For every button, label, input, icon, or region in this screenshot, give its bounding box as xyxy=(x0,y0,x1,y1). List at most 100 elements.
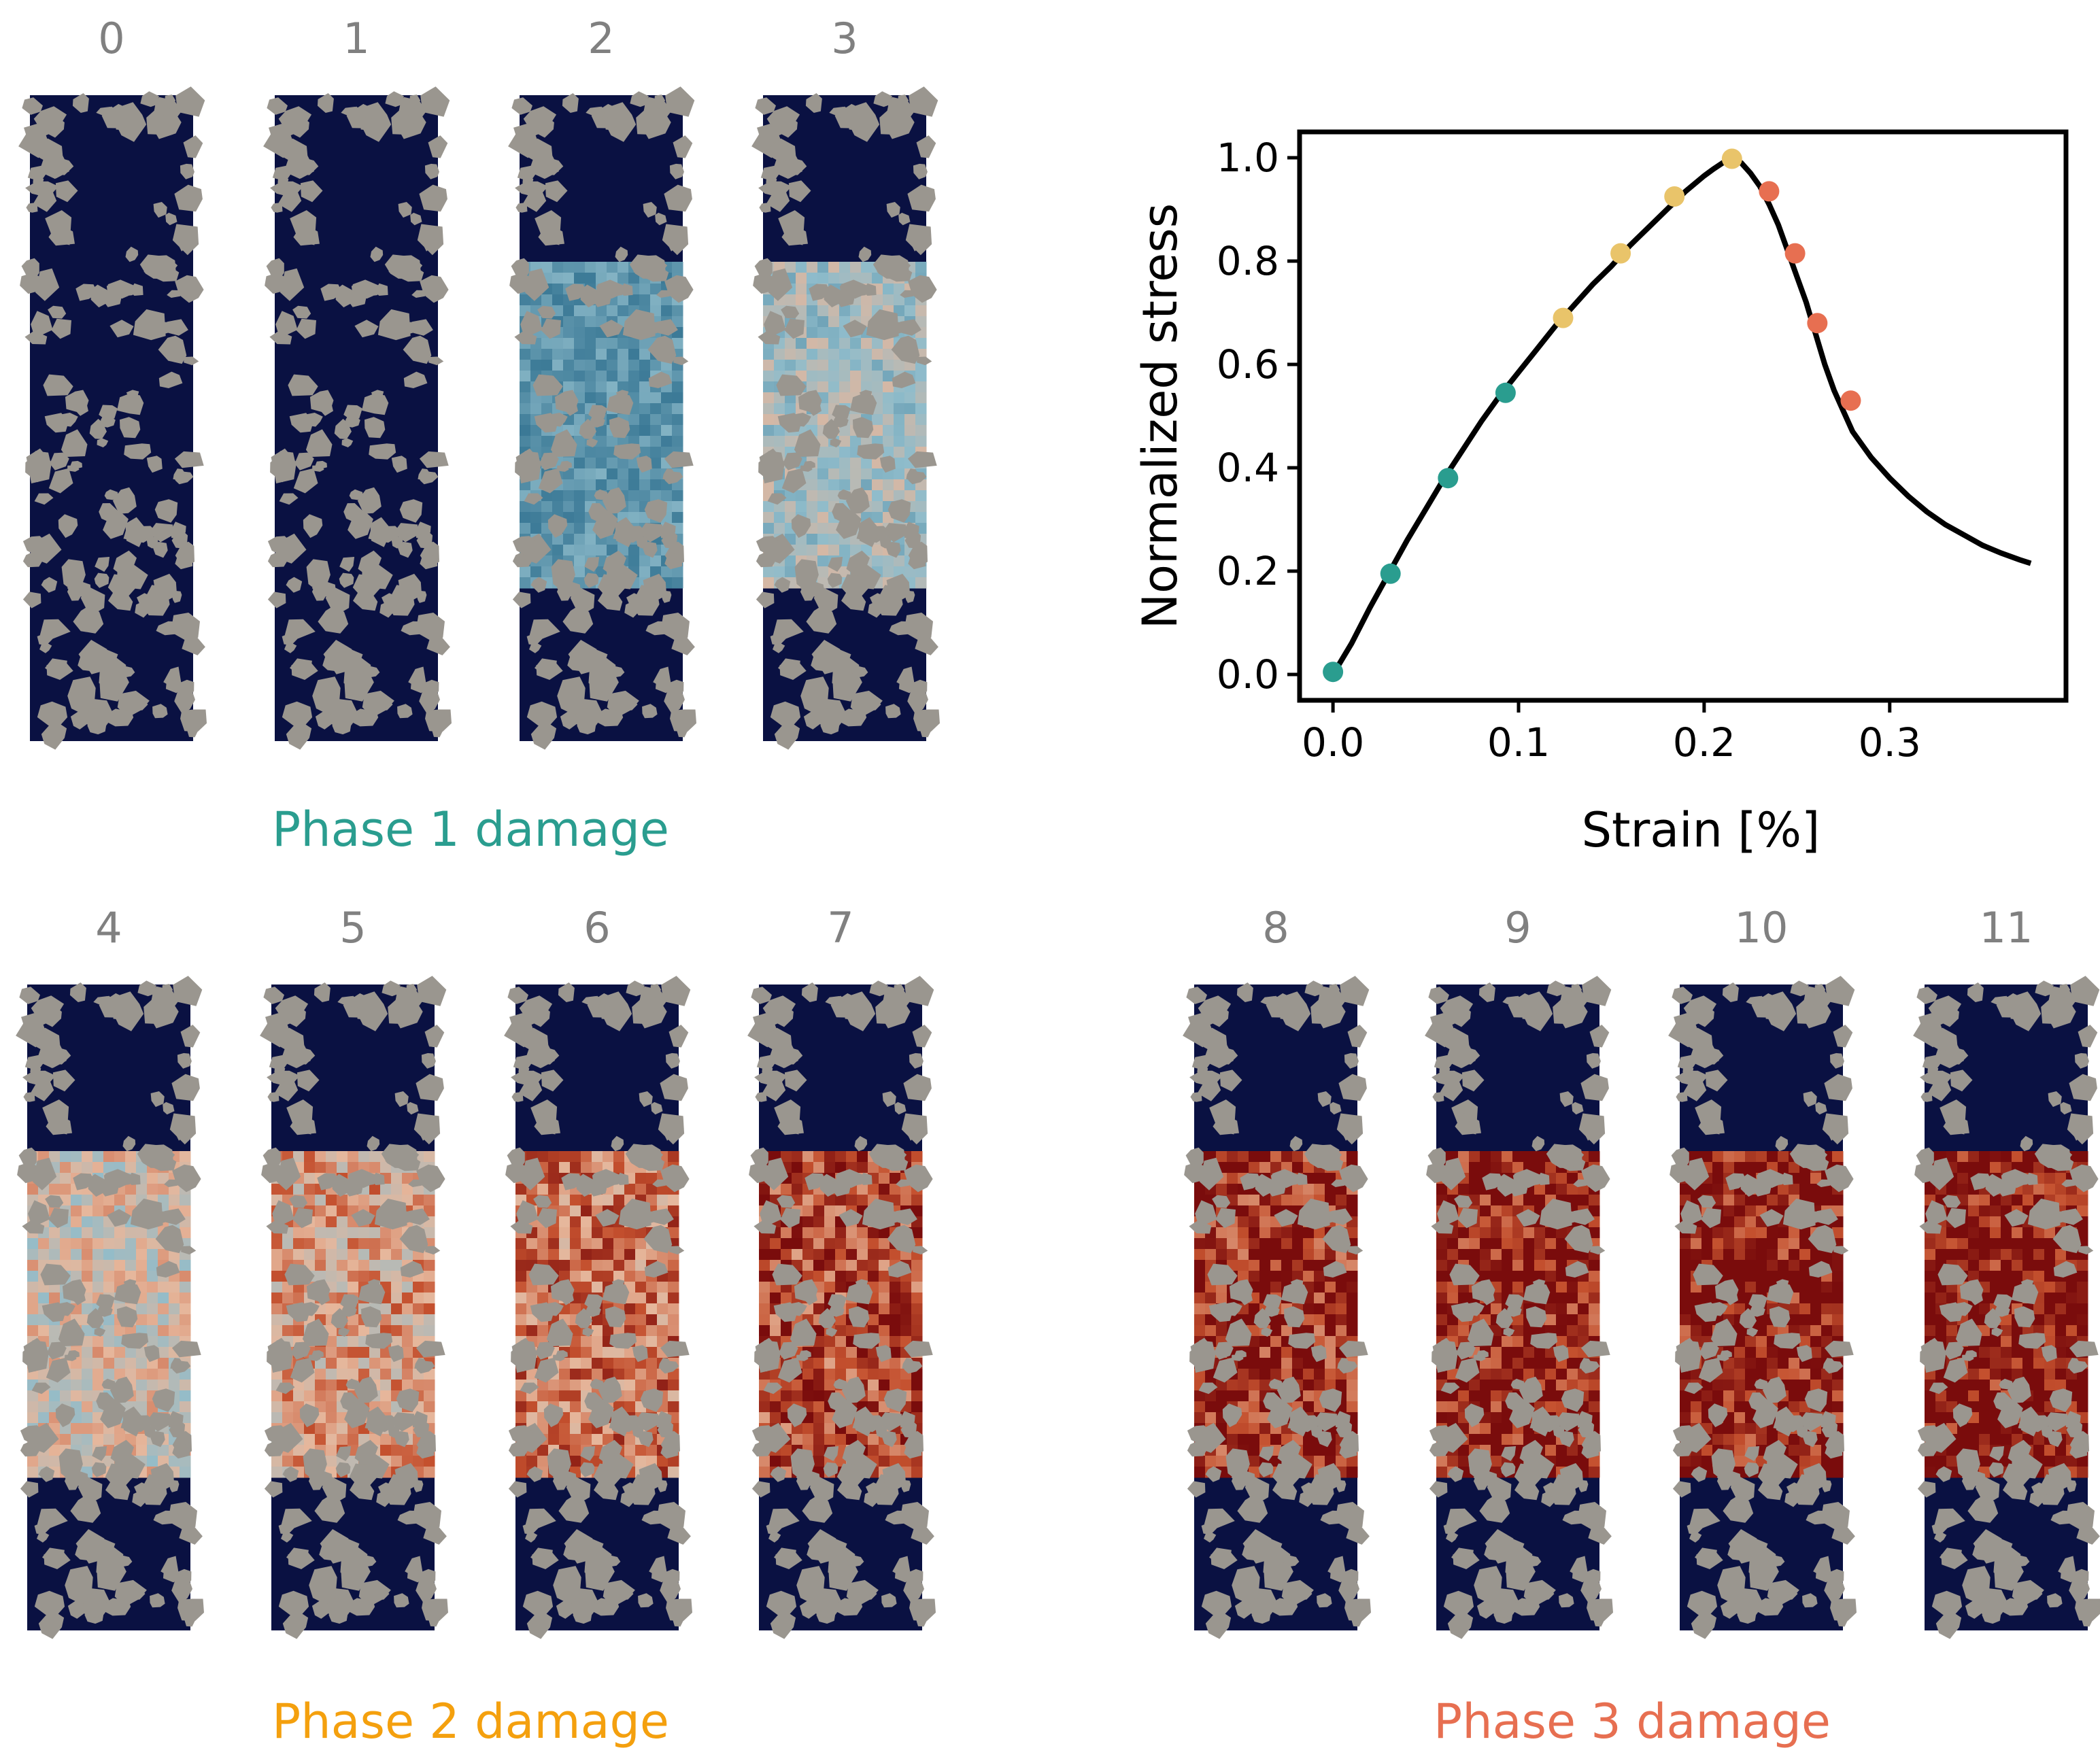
damage-cell xyxy=(817,501,829,513)
aggregate-particle xyxy=(850,394,877,415)
damage-cell xyxy=(563,360,575,371)
damage-cell xyxy=(657,1380,668,1391)
damage-cell xyxy=(850,349,862,360)
damage-cell xyxy=(839,468,851,480)
specimen-image-7 xyxy=(747,976,936,1639)
damage-cell xyxy=(515,1314,527,1326)
damage-cell xyxy=(915,305,927,317)
damage-cell xyxy=(592,1260,603,1271)
damage-cell xyxy=(1545,1184,1557,1195)
aggregate-particle xyxy=(517,165,536,182)
damage-cell xyxy=(861,458,873,469)
aggregate-particle xyxy=(175,86,205,117)
damage-cell xyxy=(515,1467,527,1478)
damage-cell xyxy=(824,1336,836,1348)
damage-cell xyxy=(792,1238,803,1250)
damage-cell xyxy=(158,1303,169,1315)
damage-cell xyxy=(541,338,553,349)
damage-cell xyxy=(1227,1238,1238,1250)
aggregate-particle xyxy=(615,390,629,400)
aggregate-particle xyxy=(512,592,531,609)
damage-cell xyxy=(1238,1216,1249,1228)
aggregate-particle xyxy=(47,157,69,179)
damage-cell xyxy=(526,1401,538,1413)
damage-cell xyxy=(49,1238,61,1250)
aggregate-particle xyxy=(759,203,771,213)
damage-cell xyxy=(872,501,883,513)
damage-cell xyxy=(570,1423,581,1435)
aggregate-particle xyxy=(183,135,203,158)
damage-cell xyxy=(537,1184,549,1195)
damage-cell xyxy=(585,371,596,382)
damage-cell xyxy=(1249,1380,1260,1391)
damage-cell xyxy=(624,1401,636,1413)
damage-cell xyxy=(169,1325,180,1337)
aggregate-particle xyxy=(892,371,916,388)
damage-cell xyxy=(271,1249,283,1261)
damage-cell xyxy=(1281,1358,1293,1369)
damage-cell xyxy=(27,1314,39,1326)
damage-cell xyxy=(624,1358,636,1369)
damage-cell xyxy=(136,1238,148,1250)
damage-cell xyxy=(570,1238,581,1250)
damage-cell xyxy=(326,1445,337,1456)
damage-cell xyxy=(1194,1260,1206,1271)
damage-cell xyxy=(817,458,829,469)
aggregate-particle xyxy=(399,499,423,523)
damage-cell xyxy=(1556,1325,1568,1337)
damage-cell xyxy=(759,1456,770,1467)
damage-cell xyxy=(672,501,683,513)
damage-cell xyxy=(1249,1195,1260,1206)
damage-cell xyxy=(868,1227,879,1239)
damage-cell xyxy=(1436,1303,1448,1315)
damage-cell xyxy=(413,1314,424,1326)
damage-cell xyxy=(1292,1358,1304,1369)
aggregate-particle xyxy=(391,536,403,549)
damage-cell xyxy=(592,1282,603,1293)
damage-cell xyxy=(1480,1195,1491,1206)
damage-cell xyxy=(628,360,640,371)
damage-cell xyxy=(879,1249,890,1261)
damage-cell xyxy=(552,360,564,371)
damage-cell xyxy=(1238,1238,1249,1250)
damage-cell xyxy=(1227,1227,1238,1239)
damage-cell xyxy=(358,1195,370,1206)
damage-cell xyxy=(824,1282,836,1293)
damage-cell xyxy=(1314,1369,1325,1380)
damage-cell xyxy=(391,1445,403,1456)
damage-cell xyxy=(581,1358,592,1369)
damage-cell xyxy=(915,501,927,513)
damage-cell xyxy=(114,1249,126,1261)
damage-cell xyxy=(872,294,883,306)
aggregate-particle xyxy=(913,163,928,179)
damage-cell xyxy=(541,555,553,567)
aggregate-particle xyxy=(167,290,180,298)
damage-cell xyxy=(839,447,851,458)
damage-cell xyxy=(1249,1412,1260,1424)
aggregate-particle xyxy=(592,510,618,539)
aggregate-particle xyxy=(770,701,801,726)
damage-cell xyxy=(515,1238,527,1250)
damage-cell xyxy=(1534,1195,1546,1206)
aggregate-particle xyxy=(586,107,609,118)
damage-cell xyxy=(147,1325,158,1337)
damage-cell xyxy=(592,1434,603,1445)
damage-cell xyxy=(1227,1390,1238,1402)
damage-cell xyxy=(136,1445,148,1456)
aggregate-particle xyxy=(284,619,316,640)
damage-cell xyxy=(628,555,640,567)
damage-cell xyxy=(639,371,651,382)
damage-cell xyxy=(807,316,818,328)
aggregate-particle xyxy=(537,157,559,179)
damage-cell xyxy=(520,577,531,589)
damage-cell xyxy=(574,447,586,458)
aggregate-particle xyxy=(916,135,936,158)
aggregate-particle xyxy=(292,157,314,179)
damage-cell xyxy=(337,1347,348,1358)
damage-cell xyxy=(585,490,596,502)
aggregate-particle xyxy=(96,107,120,118)
damage-cell xyxy=(792,1184,803,1195)
damage-cell xyxy=(596,262,607,273)
damage-cell xyxy=(759,1412,770,1424)
damage-cell xyxy=(559,1227,571,1239)
